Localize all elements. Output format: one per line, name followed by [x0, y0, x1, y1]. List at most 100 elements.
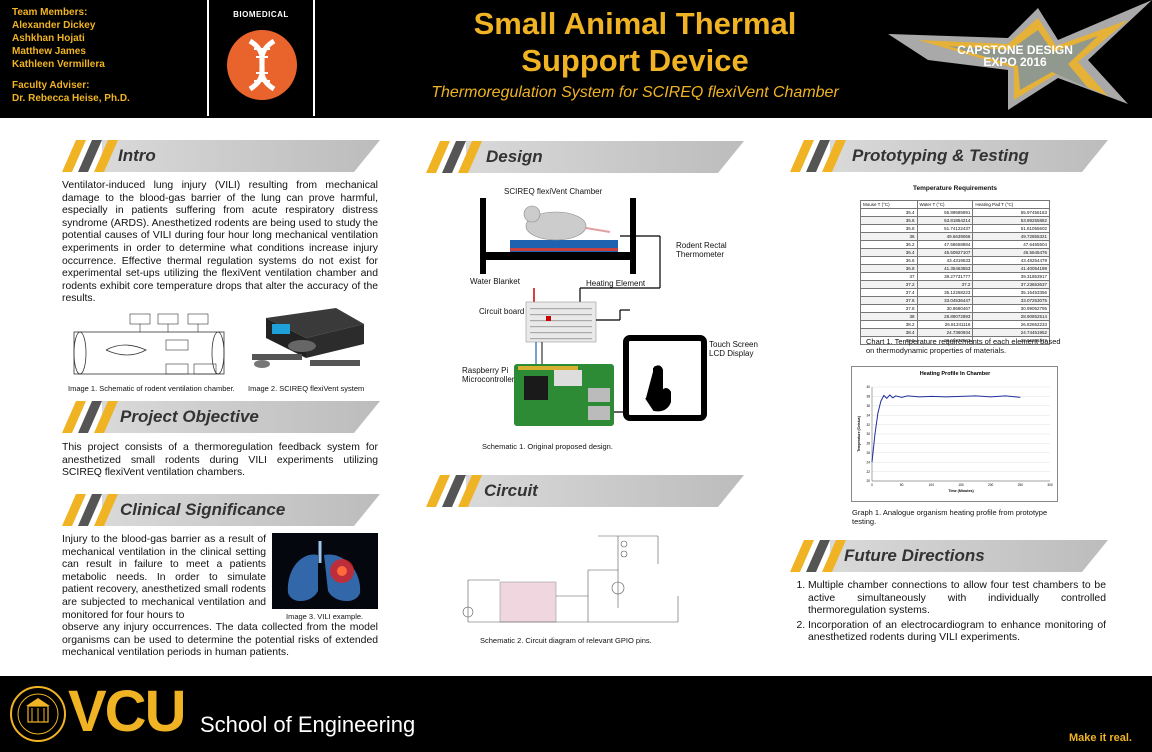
table-cell: 38.4: [860, 328, 918, 337]
stripes-icon: [426, 141, 482, 173]
table-cell: 35.15453356: [972, 288, 1050, 297]
intro-text: Ventilator-induced lung injury (VILI) re…: [62, 180, 378, 305]
circuit-title: Circuit: [484, 481, 538, 500]
table-header: Mouse T (°C): [860, 200, 918, 209]
table-cell: 37.2: [916, 280, 974, 289]
table-cell: 45.50927107: [916, 248, 974, 257]
table-cell: 26.81341116: [916, 320, 974, 329]
image3-caption: Image 3. VILI example.: [286, 612, 364, 621]
y-tick-label: 40: [866, 385, 870, 389]
circuit-diagram: [462, 535, 679, 623]
stripes-icon: [62, 140, 118, 172]
y-tick-label: 30: [866, 432, 870, 436]
table-cell: 47.58658884: [916, 240, 974, 249]
table-cell: 39.27731777: [916, 272, 974, 281]
future-title: Future Directions: [844, 546, 985, 565]
table-row: 38.2 26.81341116 26.82652233: [860, 320, 1050, 329]
table-cell: 37.4: [860, 288, 918, 297]
objective-banner: Project Objective: [62, 401, 380, 433]
clinical-text-bottom: observe any injury occurrences. The data…: [62, 622, 378, 659]
chamber-label: SCIREQ flexiVent Chamber: [504, 187, 603, 196]
title-line-1: Small Animal Thermal: [473, 6, 797, 41]
school-name: School of Engineering: [200, 712, 416, 737]
heating-element-label: Heating Element: [586, 279, 646, 288]
table-cell: 35.12268223: [916, 288, 974, 297]
table-cell: 43.4319533: [916, 256, 974, 265]
expo-label: CAPSTONE DESIGN EXPO 2016: [930, 44, 1100, 68]
table-row: 36.4 45.50927107 45.5645476: [860, 248, 1050, 257]
team-heading: Team Members:: [12, 7, 88, 18]
flexivent-system-image: [252, 308, 364, 368]
table-row: 36 49.6639066 49.72855321: [860, 232, 1050, 241]
table-row: 37.6 33.04536447 33.07253075: [860, 296, 1050, 305]
schematic2-caption: Schematic 2. Circuit diagram of relevant…: [480, 636, 652, 645]
future-item: Multiple chamber connections to allow fo…: [808, 580, 1106, 618]
intro-banner: Intro: [62, 140, 380, 172]
table-cell: 24.74451952: [972, 328, 1050, 337]
temperature-table-wrap: Mouse T (°C) Water T (°C) Heating Pad T …: [860, 200, 1050, 345]
table-cell: 51.74122437: [916, 224, 974, 233]
design-banner: Design: [426, 141, 744, 173]
prototyping-banner: Prototyping & Testing: [790, 140, 1108, 172]
temperature-table: Mouse T (°C) Water T (°C) Heating Pad T …: [860, 200, 1050, 345]
water-blanket-label: Water Blanket: [470, 277, 520, 286]
rodent-chamber-schematic: [73, 313, 225, 375]
table-cell: 33.07253075: [972, 296, 1050, 305]
x-tick-label: 150: [958, 483, 964, 487]
table-cell: 37.23653637: [972, 280, 1050, 289]
rectal-label-1: Rodent Rectal: [676, 241, 727, 250]
table-cell: 37: [860, 272, 918, 281]
table-cell: 35.4: [860, 208, 918, 217]
poster-title: Small Animal Thermal Support Device: [380, 5, 890, 79]
table-cell: 36.6: [860, 256, 918, 265]
title-line-2: Support Device: [521, 43, 749, 78]
table-cell: 47.6465504: [972, 240, 1050, 249]
future-item: Incorporation of an electrocardiogram to…: [808, 620, 1106, 645]
tagline: Make it real.: [1069, 732, 1132, 744]
prototyping-title: Prototyping & Testing: [852, 146, 1029, 165]
table-cell: 45.5645476: [972, 248, 1050, 257]
y-tick-label: 20: [866, 479, 870, 483]
capstone-expo-star-icon: [888, 0, 1152, 110]
table-row: 37.8 30.9680467 30.99052795: [860, 304, 1050, 313]
touch-screen-label-1: Touch Screen: [709, 340, 758, 349]
table-cell: 36.8: [860, 264, 918, 273]
table-header: Heating Pad T (°C): [972, 200, 1050, 209]
touch-screen-label-2: LCD Display: [709, 349, 754, 358]
y-axis-label: Temperature (Celsius): [857, 416, 861, 452]
x-tick-label: 300: [1047, 483, 1053, 487]
intro-title: Intro: [118, 146, 156, 165]
table-cell: 49.72855321: [972, 232, 1050, 241]
table-row: 37 39.27731777 39.31853917: [860, 272, 1050, 281]
poster-header: Team Members: Alexander Dickey Ashkhan H…: [0, 0, 1152, 118]
table-cell: 53.89255882: [972, 216, 1050, 225]
table-cell: 35.8: [860, 224, 918, 233]
x-axis-label: Time (Minutes): [948, 489, 974, 493]
adviser-name: Dr. Rebecca Heise, Ph.D.: [12, 93, 130, 104]
table-cell: 55.97456163: [972, 208, 1050, 217]
table-cell: 36.2: [860, 240, 918, 249]
stripes-icon: [62, 401, 118, 433]
table-header: Water T (°C): [916, 200, 974, 209]
table-cell: 37.8: [860, 304, 918, 313]
vcu-seal-icon: [10, 686, 66, 742]
future-banner: Future Directions: [790, 540, 1108, 572]
table-row: 35.6 53.81854214 53.89255882: [860, 216, 1050, 225]
table-cell: 36: [860, 232, 918, 241]
table-row: 38.4 24.7360934 24.74451952: [860, 328, 1050, 337]
y-tick-label: 36: [866, 404, 870, 408]
graph1-caption: Graph 1. Analogue organism heating profi…: [852, 508, 1048, 526]
y-tick-label: 38: [866, 395, 870, 399]
table-cell: 51.81055602: [972, 224, 1050, 233]
table-cell: 30.9680467: [916, 304, 974, 313]
temperature-table-title: Temperature Requirements: [912, 185, 998, 192]
heating-profile-chart: Heating Profile In Chamber 20 22 24 26 28 30 32…: [851, 366, 1058, 502]
table-cell: 36.4: [860, 248, 918, 257]
rectal-label-2: Thermometer: [676, 250, 725, 259]
y-tick-label: 34: [866, 413, 870, 417]
chart1-caption: Chart 1. Temperature requirements of eac…: [866, 337, 1061, 355]
x-tick-label: 250: [1018, 483, 1024, 487]
table-cell: 28.89072893: [916, 312, 974, 321]
team-member: Kathleen Vermillera: [12, 59, 105, 70]
table-cell: 24.7360934: [916, 328, 974, 337]
